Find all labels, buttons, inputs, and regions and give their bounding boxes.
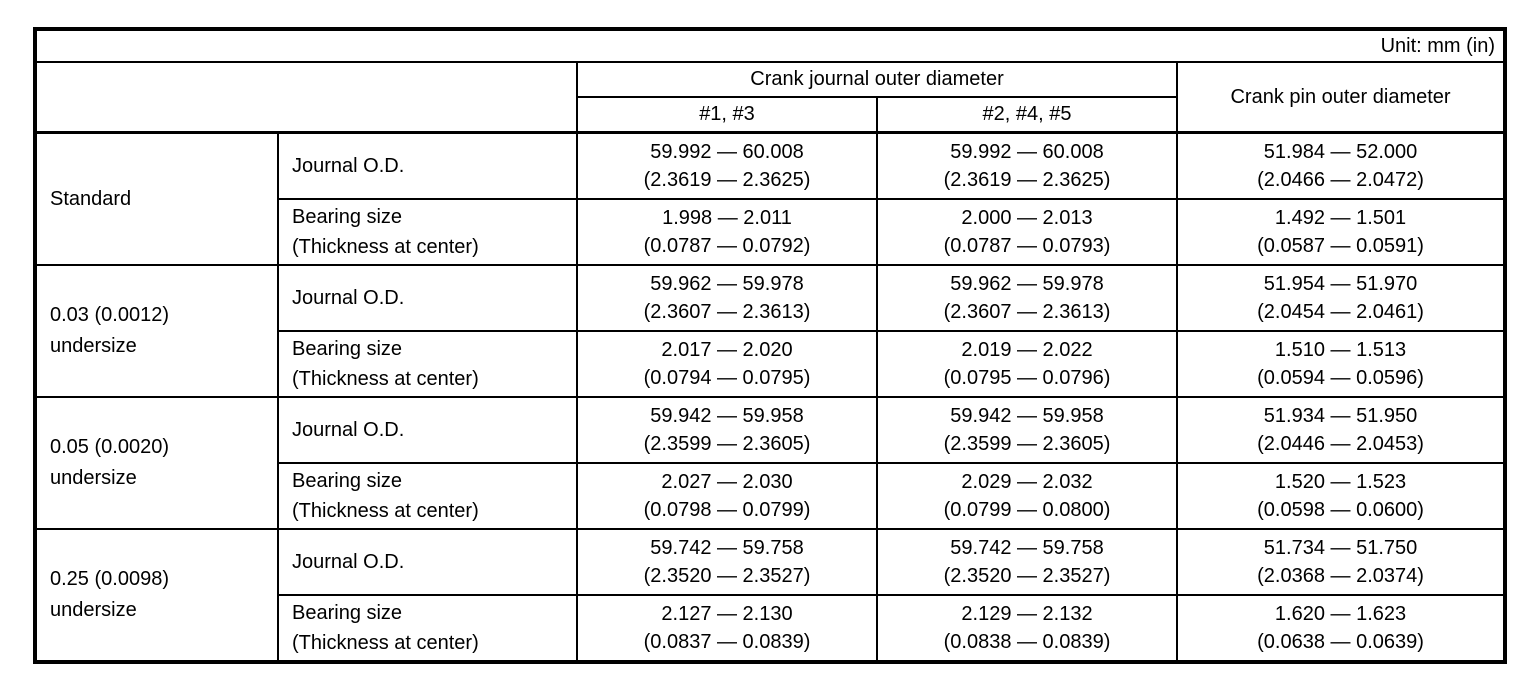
spec-in: (2.0454 — 2.0461) xyxy=(1257,301,1424,323)
row-label-bearing-size: Bearing size (Thickness at center) xyxy=(277,198,578,266)
spec-cell: 1.520 — 1.523 (0.0598 — 0.0600) xyxy=(1175,462,1507,530)
spec-mm: 59.992 — 60.008 xyxy=(950,141,1104,163)
spec-mm: 59.942 — 59.958 xyxy=(950,405,1104,427)
spec-mm: 2.019 — 2.022 xyxy=(961,339,1093,361)
spec-in: (2.0446 — 2.0453) xyxy=(1257,433,1424,455)
spec-cell: 59.942 — 59.958 (2.3599 — 2.3605) xyxy=(876,396,1178,464)
spec-mm: 1.520 — 1.523 xyxy=(1274,471,1407,493)
spec-mm: 1.998 — 2.011 xyxy=(662,207,792,229)
spec-in: (0.0798 — 0.0799) xyxy=(643,499,811,521)
group-label-025-undersize: 0.25 (0.0098) undersize xyxy=(34,528,279,663)
spec-in: (0.0638 — 0.0639) xyxy=(1257,631,1424,653)
spec-mm: 59.962 — 59.978 xyxy=(950,273,1104,295)
spec-cell: 51.934 — 51.950 (2.0446 — 2.0453) xyxy=(1175,396,1507,464)
subcol-header-2-4-5: #2, #4, #5 xyxy=(876,96,1178,134)
group-label-003-undersize: 0.03 (0.0012) undersize xyxy=(34,264,279,398)
spec-mm: 59.942 — 59.958 xyxy=(650,405,804,427)
spec-mm: 1.510 — 1.513 xyxy=(1274,339,1407,361)
spec-in: (0.0794 — 0.0795) xyxy=(643,367,811,389)
spec-in: (2.3607 — 2.3613) xyxy=(643,301,811,323)
spec-in: (2.0368 — 2.0374) xyxy=(1257,565,1424,587)
spec-cell: 2.017 — 2.020 (0.0794 — 0.0795) xyxy=(576,330,878,398)
spec-mm: 51.954 — 51.970 xyxy=(1263,273,1418,295)
spec-cell: 59.742 — 59.758 (2.3520 — 2.3527) xyxy=(576,528,878,596)
spec-mm: 59.992 — 60.008 xyxy=(650,141,804,163)
spec-mm: 51.934 — 51.950 xyxy=(1263,405,1418,427)
spec-in: (2.3619 — 2.3625) xyxy=(643,169,811,191)
spec-cell: 1.492 — 1.501 (0.0587 — 0.0591) xyxy=(1175,198,1507,266)
spec-mm: 2.129 — 2.132 xyxy=(961,603,1093,625)
journal-od-group-header: Crank journal outer diameter xyxy=(576,61,1178,98)
spec-cell: 2.129 — 2.132 (0.0838 — 0.0839) xyxy=(876,594,1178,663)
spec-cell: 51.954 — 51.970 (2.0454 — 2.0461) xyxy=(1175,264,1507,332)
crankshaft-spec-table: Unit: mm (in) Crank journal outer diamet… xyxy=(33,27,1508,664)
spec-mm: 2.127 — 2.130 xyxy=(661,603,793,625)
pin-od-header: Crank pin outer diameter xyxy=(1175,61,1507,134)
spec-mm: 51.734 — 51.750 xyxy=(1263,537,1418,559)
spec-in: (0.0594 — 0.0596) xyxy=(1257,367,1424,389)
row-label-journal-od: Journal O.D. xyxy=(277,264,578,332)
spec-mm: 2.000 — 2.013 xyxy=(961,207,1093,229)
spec-in: (0.0795 — 0.0796) xyxy=(943,367,1111,389)
spec-cell: 59.992 — 60.008 (2.3619 — 2.3625) xyxy=(876,131,1178,200)
spec-mm: 1.492 — 1.501 xyxy=(1274,207,1407,229)
spec-mm: 51.984 — 52.000 xyxy=(1263,141,1418,163)
row-label-bearing-size: Bearing size (Thickness at center) xyxy=(277,330,578,398)
spec-mm: 59.962 — 59.978 xyxy=(650,273,804,295)
spec-cell: 59.942 — 59.958 (2.3599 — 2.3605) xyxy=(576,396,878,464)
corner-cell xyxy=(34,61,578,134)
spec-mm: 2.027 — 2.030 xyxy=(661,471,793,493)
spec-in: (2.3607 — 2.3613) xyxy=(943,301,1111,323)
spec-cell: 1.510 — 1.513 (0.0594 — 0.0596) xyxy=(1175,330,1507,398)
spec-in: (0.0587 — 0.0591) xyxy=(1257,235,1424,257)
spec-in: (0.0799 — 0.0800) xyxy=(943,499,1111,521)
spec-mm: 2.029 — 2.032 xyxy=(961,471,1093,493)
group-label-005-undersize: 0.05 (0.0020) undersize xyxy=(34,396,279,530)
spec-in: (0.0837 — 0.0839) xyxy=(643,631,811,653)
spec-cell: 59.742 — 59.758 (2.3520 — 2.3527) xyxy=(876,528,1178,596)
spec-cell: 1.620 — 1.623 (0.0638 — 0.0639) xyxy=(1175,594,1507,663)
spec-in: (0.0787 — 0.0792) xyxy=(643,235,811,257)
row-label-bearing-size: Bearing size (Thickness at center) xyxy=(277,594,578,663)
row-label-journal-od: Journal O.D. xyxy=(277,528,578,596)
spec-in: (2.3599 — 2.3605) xyxy=(643,433,811,455)
spec-in: (2.0466 — 2.0472) xyxy=(1257,169,1424,191)
subcol-header-1-3: #1, #3 xyxy=(576,96,878,134)
spec-in: (0.0787 — 0.0793) xyxy=(943,235,1111,257)
spec-cell: 2.027 — 2.030 (0.0798 — 0.0799) xyxy=(576,462,878,530)
spec-in: (0.0838 — 0.0839) xyxy=(943,631,1111,653)
spec-cell: 51.734 — 51.750 (2.0368 — 2.0374) xyxy=(1175,528,1507,596)
spec-in: (0.0598 — 0.0600) xyxy=(1257,499,1424,521)
spec-mm: 59.742 — 59.758 xyxy=(650,537,804,559)
spec-cell: 2.019 — 2.022 (0.0795 — 0.0796) xyxy=(876,330,1178,398)
spec-in: (2.3520 — 2.3527) xyxy=(943,565,1111,587)
spec-cell: 59.992 — 60.008 (2.3619 — 2.3625) xyxy=(576,131,878,200)
row-label-journal-od: Journal O.D. xyxy=(277,396,578,464)
spec-cell: 51.984 — 52.000 (2.0466 — 2.0472) xyxy=(1175,131,1507,200)
spec-mm: 59.742 — 59.758 xyxy=(950,537,1104,559)
row-label-journal-od: Journal O.D. xyxy=(277,131,578,200)
spec-in: (2.3520 — 2.3527) xyxy=(643,565,811,587)
spec-cell: 1.998 — 2.011 (0.0787 — 0.0792) xyxy=(576,198,878,266)
spec-mm: 1.620 — 1.623 xyxy=(1274,603,1407,625)
spec-mm: 2.017 — 2.020 xyxy=(661,339,793,361)
row-label-bearing-size: Bearing size (Thickness at center) xyxy=(277,462,578,530)
group-label-standard: Standard xyxy=(34,131,279,266)
spec-in: (2.3599 — 2.3605) xyxy=(943,433,1111,455)
spec-cell: 59.962 — 59.978 (2.3607 — 2.3613) xyxy=(576,264,878,332)
spec-cell: 2.029 — 2.032 (0.0799 — 0.0800) xyxy=(876,462,1178,530)
spec-cell: 2.127 — 2.130 (0.0837 — 0.0839) xyxy=(576,594,878,663)
spec-in: (2.3619 — 2.3625) xyxy=(943,169,1111,191)
unit-label: Unit: mm (in) xyxy=(33,28,1507,63)
spec-cell: 59.962 — 59.978 (2.3607 — 2.3613) xyxy=(876,264,1178,332)
spec-cell: 2.000 — 2.013 (0.0787 — 0.0793) xyxy=(876,198,1178,266)
